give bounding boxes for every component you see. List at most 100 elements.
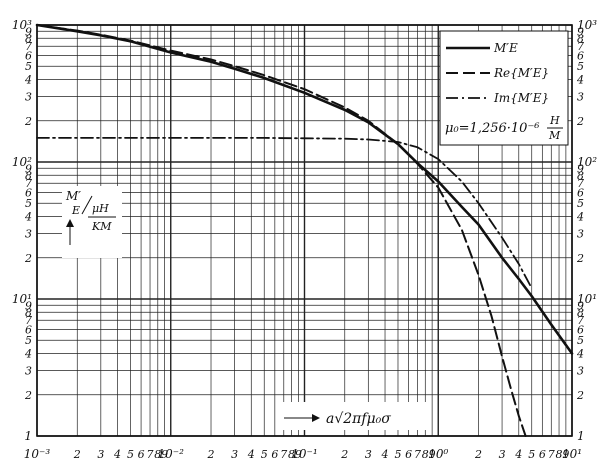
mu0-unit-num: H	[549, 114, 560, 127]
x-label-arrowhead	[312, 414, 320, 422]
y-label-box	[62, 186, 122, 258]
x-tick-label: 6	[539, 448, 546, 461]
x-tick-label: 5	[528, 448, 535, 461]
y-tick-label-left: 8	[25, 32, 32, 45]
y-tick-label-right: 2	[576, 389, 584, 402]
x-tick-label: 10⁰	[428, 447, 448, 461]
y-tick-label-left: 9	[25, 25, 32, 38]
mu0-unit-den: M	[548, 129, 561, 142]
y-label-symbol: M′	[65, 189, 81, 203]
y-tick-label-right: 10²	[577, 155, 597, 169]
y-tick-label-right: 4	[576, 348, 584, 361]
x-tick-label: 2	[340, 448, 348, 461]
series-lines	[35, 23, 574, 437]
x-tick-label: 7	[147, 448, 154, 461]
y-tick-label-left: 8	[25, 169, 32, 182]
y-tick-label-left: 10¹	[12, 292, 32, 306]
y-tick-label-right: 4	[576, 211, 584, 224]
y-tick-label-left: 3	[25, 365, 32, 378]
y-tick-label-right: 5	[577, 334, 584, 347]
x-tick-label: 10⁻³	[24, 447, 51, 461]
x-tick-label: 4	[514, 448, 522, 461]
y-tick-label-right: 7	[577, 40, 584, 53]
y-tick-label-left: 3	[25, 228, 32, 241]
y-label-slash	[81, 195, 93, 215]
x-tick-label: 6	[138, 448, 145, 461]
y-tick-label-right: 3	[577, 365, 584, 378]
y-tick-label-left: 7	[25, 314, 32, 327]
y-tick-label-right: 3	[577, 91, 584, 104]
y-tick-label-left: 5	[25, 60, 32, 73]
mu0-text: μ₀=1,256·10⁻⁶	[445, 121, 540, 136]
legend-label: Im{M′E}	[493, 91, 549, 105]
x-tick-label: 5	[127, 448, 134, 461]
x-tick-label: 3	[231, 448, 238, 461]
x-tick-label: 3	[365, 448, 372, 461]
x-tick-label: 3	[97, 448, 104, 461]
x-tick-label: 5	[394, 448, 401, 461]
x-tick-label: 8	[422, 448, 429, 461]
y-tick-label-right: 8	[577, 306, 584, 319]
y-tick-label-right: 6	[577, 49, 584, 62]
y-label-unit-num: μH	[92, 202, 109, 215]
y-tick-label-left: 6	[25, 323, 32, 336]
y-tick-label-right: 10¹	[577, 292, 597, 306]
y-tick-label-left: 8	[25, 306, 32, 319]
y-tick-label-right: 8	[577, 32, 584, 45]
x-tick-label: 4	[113, 448, 121, 461]
x-tick-label: 7	[414, 448, 421, 461]
y-tick-label-right: 6	[577, 186, 584, 199]
y-tick-label-right: 7	[577, 314, 584, 327]
series-line-dashdot	[36, 137, 533, 290]
y-tick-label-left: 2	[24, 389, 32, 402]
y-tick-label-right: 9	[577, 25, 584, 38]
y-tick-label-left: 9	[25, 162, 32, 175]
y-axis-label: M′ E μH KM	[62, 186, 122, 258]
y-tick-label-left: 7	[25, 177, 32, 190]
x-tick-label: 2	[474, 448, 482, 461]
legend-label: M′E	[493, 41, 518, 55]
x-label-box	[280, 402, 430, 430]
y-tick-label-right: 9	[577, 162, 584, 175]
x-tick-label: 4	[247, 448, 255, 461]
y-label-subscript: E	[71, 204, 80, 217]
x-tick-label: 7	[548, 448, 555, 461]
y-tick-label-left: 1	[24, 429, 32, 443]
y-tick-label-right: 9	[577, 299, 584, 312]
y-tick-label-right: 6	[577, 323, 584, 336]
x-tick-label: 4	[381, 448, 389, 461]
y-tick-label-left: 2	[24, 252, 32, 265]
x-tick-label: 9	[562, 448, 569, 461]
x-tick-label: 5	[261, 448, 268, 461]
x-tick-label: 8	[154, 448, 161, 461]
x-axis-label: a√2πfμ₀σ	[280, 402, 430, 430]
y-tick-label-left: 4	[24, 74, 32, 87]
x-tick-label: 10⁻²	[158, 447, 185, 461]
x-tick-label: 9	[429, 448, 436, 461]
y-tick-label-right: 2	[576, 115, 584, 128]
y-tick-label-right: 5	[577, 60, 584, 73]
y-tick-label-left: 7	[25, 40, 32, 53]
y-label-arrowhead	[66, 219, 74, 227]
legend-box	[439, 30, 569, 146]
series-line-dashed	[36, 24, 527, 437]
legend-label: Re{M′E}	[493, 66, 549, 80]
x-tick-label: 9	[295, 448, 302, 461]
y-tick-label-right: 2	[576, 252, 584, 265]
x-tick-label: 10¹	[562, 447, 582, 461]
y-tick-label-left: 3	[25, 91, 32, 104]
y-tick-label-right: 3	[577, 228, 584, 241]
y-tick-label-left: 6	[25, 186, 32, 199]
x-tick-label: 8	[556, 448, 563, 461]
x-tick-label: 10⁻¹	[291, 447, 317, 461]
y-tick-label-right: 5	[577, 197, 584, 210]
y-tick-label-right: 10³	[577, 18, 597, 32]
x-tick-label: 7	[280, 448, 287, 461]
y-tick-label-right: 8	[577, 169, 584, 182]
y-tick-label-left: 4	[24, 211, 32, 224]
x-tick-label: 6	[271, 448, 278, 461]
x-tick-label: 8	[288, 448, 295, 461]
y-tick-label-left: 9	[25, 299, 32, 312]
y-tick-label-left: 4	[24, 348, 32, 361]
